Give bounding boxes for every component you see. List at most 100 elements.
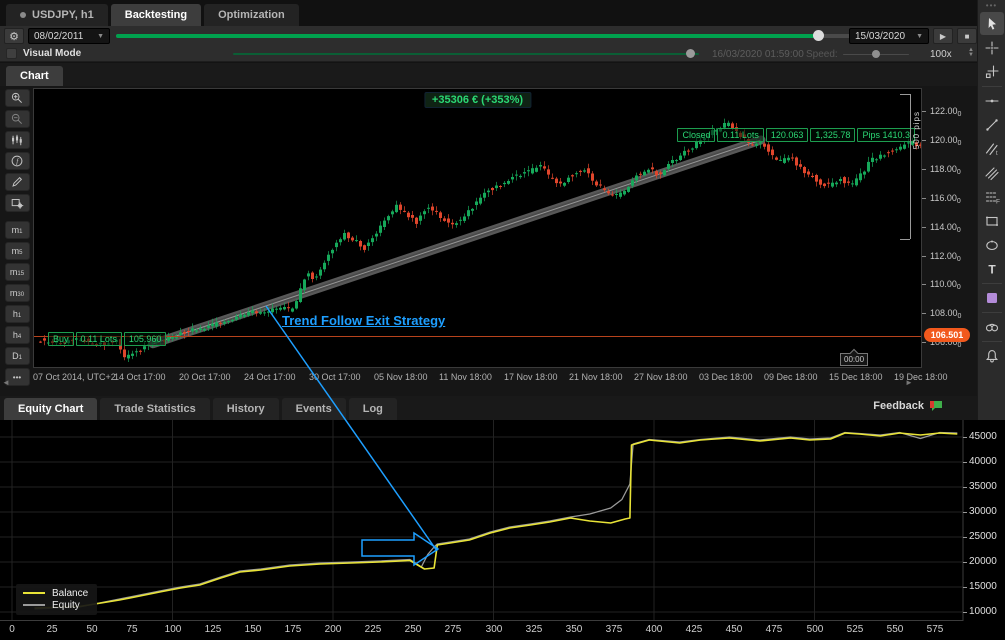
tab-usdjpy-h1[interactable]: USDJPY, h1: [6, 4, 108, 26]
start-date-select[interactable]: 08/02/2011 ▼: [28, 28, 110, 44]
color-swatch-tool-button[interactable]: [980, 286, 1004, 309]
cursor-tool-button[interactable]: [979, 12, 1004, 35]
scroll-right-icon[interactable]: ►: [905, 378, 913, 387]
equity-x-label: 200: [324, 624, 342, 635]
visual-mode-controls: Visual Mode 16/03/2020 01:59:00 Speed: 1…: [0, 46, 977, 62]
equity-panel: 45000 40000 35000 30000 25000 20000 15000 10000…: [0, 420, 1005, 640]
equity-x-label: 225: [364, 624, 382, 635]
speed-slider-thumb[interactable]: [872, 50, 880, 58]
fibonacci-tool-button[interactable]: F: [980, 185, 1004, 208]
draw-button[interactable]: [4, 173, 30, 191]
time-label: 14 Oct 17:00: [114, 372, 166, 382]
timeframe-m30[interactable]: m 30: [4, 284, 30, 302]
speed-spinner[interactable]: ▲ ▼: [968, 47, 974, 58]
equity-x-label: 25: [46, 624, 58, 635]
price-axis[interactable]: 122.000 120.000 118.000 116.000 114.000 112.0…: [922, 88, 977, 368]
equity-x-label: 150: [244, 624, 262, 635]
chart-canvas[interactable]: +35306 € (+353%) Buy 0.11 Lots 105.960 C…: [33, 88, 922, 368]
rectangle-tool-button[interactable]: [980, 209, 1004, 232]
equity-y-label: 25000: [969, 531, 997, 542]
crosshair-tool-button[interactable]: [980, 36, 1004, 59]
parallel-lines-tool-button[interactable]: [980, 161, 1004, 184]
horizontal-line-tool-button[interactable]: [980, 89, 1004, 112]
feedback-button[interactable]: Feedback: [873, 400, 943, 412]
equity-x-label: 75: [126, 624, 138, 635]
visual-mode-checkbox[interactable]: [6, 48, 17, 59]
timeframe-sub: 15: [17, 271, 25, 277]
tab-events[interactable]: Events: [281, 398, 346, 420]
stop-button[interactable]: ■: [957, 28, 977, 44]
timeframe-sub: 1: [19, 229, 23, 235]
zoom-in-button[interactable]: [4, 89, 30, 107]
ellipse-tool-button[interactable]: [980, 233, 1004, 256]
price-tick: [922, 111, 926, 112]
settings-button[interactable]: ⚙: [4, 28, 24, 44]
closed-pips: Pips 1410.3: [857, 128, 915, 142]
equity-x-label: 50: [86, 624, 98, 635]
crosshair-target-tool-button[interactable]: [980, 60, 1004, 83]
equity-x-label: 350: [565, 624, 583, 635]
chart-settings-button[interactable]: [4, 194, 30, 212]
equity-y-label: 40000: [969, 456, 997, 467]
indicators-icon: f: [11, 155, 23, 167]
time-label: 09 Dec 18:00: [764, 372, 818, 382]
time-label: 30 Oct 17:00: [309, 372, 361, 382]
tab-backtesting[interactable]: Backtesting: [110, 4, 202, 26]
equity-x-axis: 0 25 50 75 100 125 150 175 200 225 250 275 300 325 350…: [0, 622, 1005, 638]
timeframe-m15[interactable]: m 15: [4, 263, 30, 281]
backtest-progress-slider[interactable]: [116, 30, 855, 41]
visual-timeline-thumb[interactable]: [685, 49, 695, 58]
trend-line-tool-button[interactable]: [980, 113, 1004, 136]
tab-log[interactable]: Log: [348, 398, 397, 420]
spinner-up-icon[interactable]: ▲: [968, 47, 974, 53]
equity-legend-swatch: [23, 604, 45, 606]
bell-tool-button[interactable]: [980, 344, 1004, 367]
chart-type-button[interactable]: [4, 131, 30, 149]
tab-equity-chart[interactable]: Equity Chart: [4, 398, 98, 420]
rectangle-icon: [985, 216, 998, 226]
closed-trade-label: Closed 0.11 Lots 120.063 1,325.78 Pips 1…: [677, 128, 915, 142]
play-button[interactable]: ▶: [933, 28, 953, 44]
price-tick: [922, 198, 926, 199]
svg-text:t: t: [996, 151, 998, 157]
tab-trade-statistics[interactable]: Trade Statistics: [100, 398, 210, 420]
toolbar-drag-handle-icon[interactable]: •••: [985, 1, 998, 10]
scroll-left-icon[interactable]: ◄: [2, 378, 10, 387]
text-tool-button[interactable]: T: [980, 257, 1004, 280]
timeframe-main: D: [12, 351, 19, 361]
tab-optimization[interactable]: Optimization: [204, 4, 299, 26]
time-axis[interactable]: 07 Oct 2014, UTC+2 14 Oct 17:00 20 Oct 17:…: [33, 370, 948, 386]
tab-chart[interactable]: Chart: [6, 66, 63, 86]
pips-ruler-tick-bottom: [900, 239, 910, 240]
backtest-controls: ⚙ 08/02/2011 ▼ 15/03/2020 ▼ ▶ ■: [0, 26, 977, 46]
timeframe-main: m: [9, 267, 18, 277]
multi-line-tool-button[interactable]: t: [980, 137, 1004, 160]
visual-timeline-slider[interactable]: [233, 49, 699, 58]
backtest-progress-thumb[interactable]: [813, 30, 825, 41]
zoom-out-button[interactable]: [4, 110, 30, 128]
view-tool-button[interactable]: [980, 315, 1004, 338]
equity-x-label: 425: [685, 624, 703, 635]
tab-history[interactable]: History: [212, 398, 279, 420]
time-label: 21 Nov 18:00: [569, 372, 623, 382]
zoom-in-icon: [11, 92, 22, 103]
indicators-button[interactable]: f: [4, 152, 30, 170]
time-label: 20 Oct 17:00: [179, 372, 231, 382]
tab-equity-chart-label: Equity Chart: [18, 403, 84, 415]
spinner-down-icon[interactable]: ▼: [968, 52, 974, 58]
feedback-bubble-icon: [930, 401, 942, 411]
more-timeframes-button[interactable]: •••: [4, 368, 30, 386]
end-date-select[interactable]: 15/03/2020 ▼: [849, 28, 929, 44]
instrument-dot-icon: [20, 12, 26, 18]
price-tick: [922, 256, 926, 257]
price-tick: [922, 140, 926, 141]
bell-icon: [985, 349, 998, 362]
zoom-out-icon: [11, 113, 22, 124]
speed-slider[interactable]: [843, 50, 909, 58]
time-label: 05 Nov 18:00: [374, 372, 428, 382]
